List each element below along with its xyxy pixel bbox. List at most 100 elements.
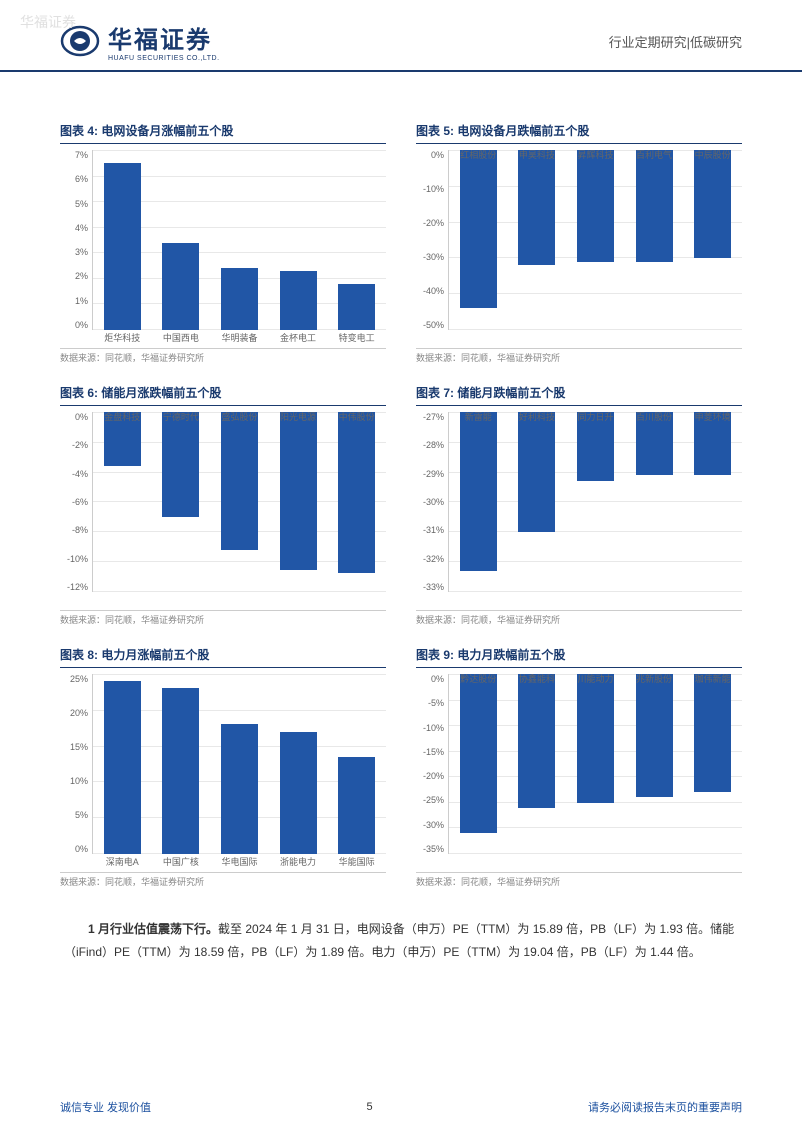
y-tick: 0% xyxy=(431,674,444,684)
bar-category-label: 中伟股份 xyxy=(325,410,388,423)
bar-category-label: 金盘科技 xyxy=(91,410,154,423)
bar-column: 好利科技 xyxy=(511,412,564,592)
bar xyxy=(460,674,497,833)
y-axis: 0%-5%-10%-15%-20%-25%-30%-35% xyxy=(416,674,448,854)
bar-column: 黔达股份 xyxy=(452,674,505,854)
body-paragraph: 1 月行业估值震荡下行。截至 2024 年 1 月 31 日，电网设备（申万）P… xyxy=(60,918,742,964)
bar-column: 宁德时代 xyxy=(155,412,208,592)
bar xyxy=(221,268,258,330)
bar-category-label: 华能国际 xyxy=(325,855,388,868)
bar-category-label: 兆新股份 xyxy=(622,672,685,685)
y-tick: 7% xyxy=(75,150,88,160)
bar-category-label: 华电国际 xyxy=(208,855,271,868)
bar xyxy=(280,271,317,330)
y-tick: -31% xyxy=(423,525,444,535)
bar-column: 百川股份 xyxy=(628,412,681,592)
y-tick: -29% xyxy=(423,469,444,479)
chart-source: 数据来源：同花顺，华福证券研究所 xyxy=(60,872,386,888)
bars-container: 炬华科技中国西电华明装备金杯电工特变电工 xyxy=(93,150,386,330)
company-logo: 华福证券 HUAFU SECURITIES CO.,LTD. xyxy=(60,20,220,62)
bar-category-label: 同力日升 xyxy=(564,410,627,423)
chart-source: 数据来源：同花顺，华福证券研究所 xyxy=(60,610,386,626)
bar-column: 中辰股份 xyxy=(686,150,739,330)
bar xyxy=(694,674,731,792)
chart-title: 图表 4: 电网设备月涨幅前五个股 xyxy=(60,122,386,144)
y-tick: -27% xyxy=(423,412,444,422)
chart-source: 数据来源：同花顺，华福证券研究所 xyxy=(60,348,386,364)
bar xyxy=(162,688,199,854)
bar-column: 盛弘股份 xyxy=(213,412,266,592)
bars-container: 黔达股份协鑫能科川能动力兆新股份珈伟新能 xyxy=(449,674,742,854)
y-tick: 6% xyxy=(75,174,88,184)
y-tick: -10% xyxy=(423,723,444,733)
page-number: 5 xyxy=(366,1101,372,1113)
y-tick: 2% xyxy=(75,271,88,281)
chart-area: 0%-10%-20%-30%-40%-50%红相股份申昊科技昇辉科技百利电气中辰… xyxy=(416,150,742,330)
bar-column: 金杯电工 xyxy=(272,150,325,330)
bar-column: 新雷能 xyxy=(452,412,505,592)
bar-column: 浙能电力 xyxy=(272,674,325,854)
plot-area: 深南电A中国广核华电国际浙能电力华能国际 xyxy=(92,674,386,854)
chart-block: 图表 5: 电网设备月跌幅前五个股0%-10%-20%-30%-40%-50%红… xyxy=(416,122,742,364)
bar-category-label: 宁德时代 xyxy=(149,410,212,423)
bar-category-label: 申昊科技 xyxy=(505,148,568,161)
y-tick: 0% xyxy=(431,150,444,160)
bar-category-label: 炬华科技 xyxy=(91,331,154,344)
bar-category-label: 华明装备 xyxy=(208,331,271,344)
chart-block: 图表 9: 电力月跌幅前五个股0%-5%-10%-15%-20%-25%-30%… xyxy=(416,646,742,888)
bars-container: 新雷能好利科技同力日升百川股份申菱环境 xyxy=(449,412,742,592)
bar-category-label: 深南电A xyxy=(91,855,154,868)
y-tick: 0% xyxy=(75,320,88,330)
y-axis: 0%-2%-4%-6%-8%-10%-12% xyxy=(60,412,92,592)
chart-block: 图表 4: 电网设备月涨幅前五个股0%1%2%3%4%5%6%7%炬华科技中国西… xyxy=(60,122,386,364)
y-tick: -30% xyxy=(423,252,444,262)
chart-area: 0%-5%-10%-15%-20%-25%-30%-35%黔达股份协鑫能科川能动… xyxy=(416,674,742,854)
bar xyxy=(518,674,555,808)
bar-column: 珈伟新能 xyxy=(686,674,739,854)
bar-column: 同力日升 xyxy=(569,412,622,592)
bar xyxy=(460,412,497,571)
bar xyxy=(162,243,199,330)
footer-left: 诚信专业 发现价值 xyxy=(60,1099,151,1115)
bar-column: 红相股份 xyxy=(452,150,505,330)
y-tick: 20% xyxy=(70,708,88,718)
y-tick: 0% xyxy=(75,844,88,854)
bar-category-label: 浙能电力 xyxy=(266,855,329,868)
y-tick: -20% xyxy=(423,218,444,228)
bar-category-label: 新雷能 xyxy=(447,410,510,423)
bar-column: 金盘科技 xyxy=(96,412,149,592)
bar xyxy=(460,150,497,308)
bar-category-label: 百川股份 xyxy=(622,410,685,423)
bar-category-label: 黔达股份 xyxy=(447,672,510,685)
bar-category-label: 好利科技 xyxy=(505,410,568,423)
bar-category-label: 盛弘股份 xyxy=(208,410,271,423)
bar xyxy=(280,732,317,854)
chart-grid: 图表 4: 电网设备月涨幅前五个股0%1%2%3%4%5%6%7%炬华科技中国西… xyxy=(60,122,742,888)
chart-title: 图表 8: 电力月涨幅前五个股 xyxy=(60,646,386,668)
chart-block: 图表 7: 储能月跌幅前五个股-27%-28%-29%-30%-31%-32%-… xyxy=(416,384,742,626)
bar xyxy=(694,150,731,258)
chart-area: 0%1%2%3%4%5%6%7%炬华科技中国西电华明装备金杯电工特变电工 xyxy=(60,150,386,330)
y-axis: 0%5%10%15%20%25% xyxy=(60,674,92,854)
main-content: 图表 4: 电网设备月涨幅前五个股0%1%2%3%4%5%6%7%炬华科技中国西… xyxy=(0,72,802,984)
bar-category-label: 阳光电源 xyxy=(266,410,329,423)
plot-area: 金盘科技宁德时代盛弘股份阳光电源中伟股份 xyxy=(92,412,386,592)
bar-column: 昇辉科技 xyxy=(569,150,622,330)
page-footer: 诚信专业 发现价值 5 请务必阅读报告末页的重要声明 xyxy=(0,1099,802,1115)
chart-source: 数据来源：同花顺，华福证券研究所 xyxy=(416,348,742,364)
bar-category-label: 中国西电 xyxy=(149,331,212,344)
bar-column: 华能国际 xyxy=(330,674,383,854)
y-tick: 3% xyxy=(75,247,88,257)
y-tick: -12% xyxy=(67,582,88,592)
page-header: 华福证券 HUAFU SECURITIES CO.,LTD. 行业定期研究|低碳… xyxy=(0,0,802,72)
y-tick: 0% xyxy=(75,412,88,422)
plot-area: 红相股份申昊科技昇辉科技百利电气中辰股份 xyxy=(448,150,742,330)
bar xyxy=(338,284,375,330)
y-axis: 0%1%2%3%4%5%6%7% xyxy=(60,150,92,330)
y-tick: -25% xyxy=(423,795,444,805)
bar xyxy=(636,674,673,797)
bar xyxy=(518,150,555,265)
chart-source: 数据来源：同花顺，华福证券研究所 xyxy=(416,610,742,626)
bar-column: 兆新股份 xyxy=(628,674,681,854)
bar xyxy=(221,412,258,550)
